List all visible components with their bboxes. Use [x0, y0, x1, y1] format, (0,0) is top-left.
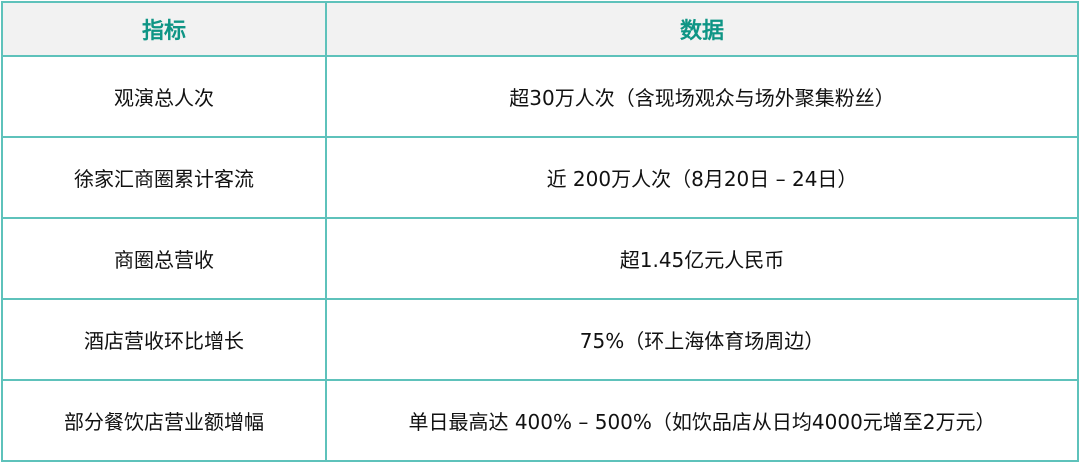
table-row: 酒店营收环比增长 75%（环上海体育场周边） [1, 298, 1079, 381]
metric-cell: 徐家汇商圈累计客流 [1, 136, 327, 219]
header-row: 指标 数据 [1, 1, 1079, 57]
value-cell: 超30万人次（含现场观众与场外聚集粉丝） [325, 55, 1079, 138]
value-cell: 近 200万人次（8月20日 – 24日） [325, 136, 1079, 219]
metric-cell: 部分餐饮店营业额增幅 [1, 379, 327, 462]
metric-cell: 观演总人次 [1, 55, 327, 138]
header-metric: 指标 [1, 1, 327, 57]
value-cell: 75%（环上海体育场周边） [325, 298, 1079, 381]
value-cell: 单日最高达 400% – 500%（如饮品店从日均4000元增至2万元） [325, 379, 1079, 462]
value-cell: 超1.45亿元人民币 [325, 217, 1079, 300]
header-data: 数据 [325, 1, 1079, 57]
table-row: 观演总人次 超30万人次（含现场观众与场外聚集粉丝） [1, 55, 1079, 138]
metric-cell: 酒店营收环比增长 [1, 298, 327, 381]
table-row: 部分餐饮店营业额增幅 单日最高达 400% – 500%（如饮品店从日均4000… [1, 379, 1079, 462]
metric-cell: 商圈总营收 [1, 217, 327, 300]
table-row: 徐家汇商圈累计客流 近 200万人次（8月20日 – 24日） [1, 136, 1079, 219]
table-row: 商圈总营收 超1.45亿元人民币 [1, 217, 1079, 300]
